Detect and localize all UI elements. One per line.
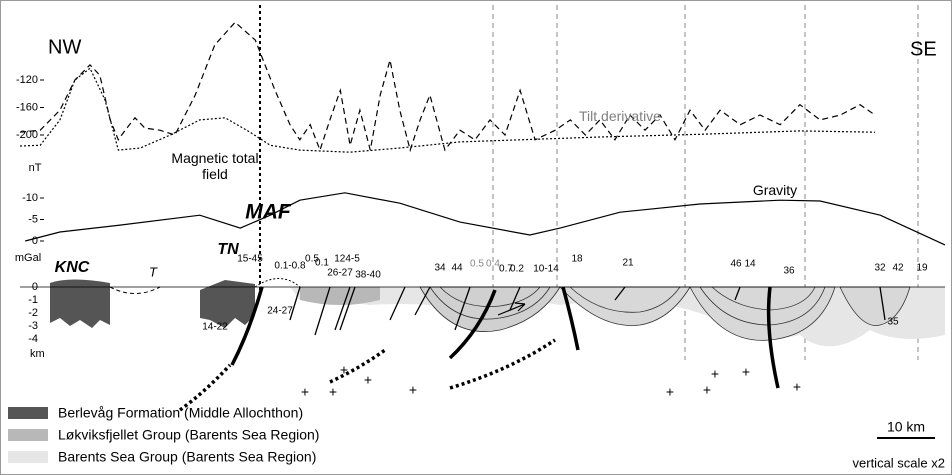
depth-tick-label: -1	[28, 294, 38, 306]
section-label: 24-27	[267, 306, 293, 317]
section-label: 38-40	[355, 270, 381, 281]
section-label: 32	[874, 263, 886, 274]
section-label: TN	[217, 241, 239, 258]
section-label: 0.5	[470, 259, 484, 270]
legend-label: Berlevåg Formation (Middle Allochthon)	[58, 405, 303, 421]
section-label: 36	[783, 266, 795, 277]
svg-text:+: +	[666, 384, 674, 400]
section-label: 34	[434, 263, 446, 274]
series-line	[19, 21, 876, 153]
depth-tick-label: 0	[32, 281, 38, 293]
svg-text:+: +	[301, 384, 309, 400]
series-line	[25, 192, 946, 246]
depth-tick-label: -2	[28, 307, 38, 319]
series-label: Gravity	[752, 182, 798, 198]
y-axis-label: nT	[29, 162, 42, 174]
vertical-scale: vertical scale x2	[853, 455, 945, 470]
legend-swatch	[8, 407, 48, 419]
y-tick-label: -10	[22, 192, 38, 204]
depth-tick-label: -4	[28, 333, 38, 345]
legend-label: Løkviksfjellet Group (Barents Sea Region…	[58, 427, 319, 443]
legend-swatch	[8, 451, 48, 463]
series-label: Magnetic total field	[171, 150, 259, 182]
legend-swatch	[8, 429, 48, 441]
series-label: Tilt derivative	[579, 108, 661, 124]
section-label: 44	[451, 263, 463, 274]
section-label: 18	[571, 254, 583, 265]
section-label: 19	[916, 263, 928, 274]
section-label: 14-22	[202, 322, 228, 333]
y-tick-label: -120	[16, 74, 38, 86]
section-label: 0.2	[510, 264, 524, 275]
end-label: SE	[910, 38, 937, 60]
section-label: 21	[622, 258, 634, 269]
section-label: 0.5	[305, 254, 319, 265]
y-tick-label: -5	[28, 213, 38, 225]
section-label: MAF	[245, 201, 292, 224]
section-label: 0.7	[499, 264, 513, 275]
section-label: 10-14	[533, 264, 559, 275]
svg-text:+: +	[703, 382, 711, 398]
section-label: T	[149, 264, 158, 279]
y-tick-label: 0	[32, 235, 38, 247]
section-label: 42	[892, 263, 904, 274]
depth-label: km	[30, 348, 45, 360]
svg-text:+: +	[409, 382, 417, 398]
section-label: 0.1-0.8	[274, 261, 306, 272]
svg-text:+: +	[742, 364, 750, 380]
cross-section: + ++ ++ + ++ + +	[20, 278, 945, 412]
section-label: 26-27	[327, 268, 353, 279]
section-label: 35	[887, 317, 899, 328]
svg-text:+: +	[793, 379, 801, 395]
legend-label: Barents Sea Group (Barents Sea Region)	[58, 449, 316, 465]
section-label: KNC	[55, 259, 90, 276]
section-label: 15-45	[237, 254, 263, 265]
section-label: 0.4	[486, 259, 500, 270]
y-axis-label: mGal	[15, 252, 41, 264]
section-label: 14	[744, 259, 756, 270]
svg-text:+: +	[711, 366, 719, 382]
section-label: 0.1	[315, 258, 329, 269]
ref-lines	[492, 5, 919, 360]
section-label: 46	[730, 259, 742, 270]
svg-text:+: +	[340, 362, 348, 378]
svg-text:+: +	[364, 372, 372, 388]
section-label: 124-5	[334, 254, 360, 265]
depth-tick-label: -3	[28, 320, 38, 332]
scale-bar-label: 10 km	[887, 419, 925, 435]
svg-text:+: +	[329, 384, 337, 400]
y-tick-label: -160	[16, 101, 38, 113]
end-label: NW	[48, 36, 81, 58]
series-line	[19, 67, 876, 153]
